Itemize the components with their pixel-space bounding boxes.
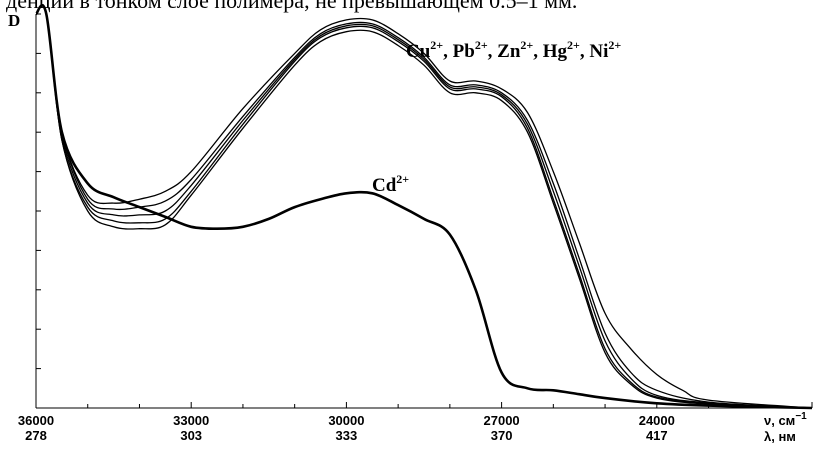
x-tick-label-lambda: 303 bbox=[180, 428, 202, 443]
spectrum-curve-1 bbox=[35, 4, 813, 409]
spectrum-curve-6 bbox=[34, 4, 813, 410]
spectrum-curve-5 bbox=[35, 4, 813, 409]
group-label: Cu2+, Pb2+, Zn2+, Hg2+, Ni2+ bbox=[406, 38, 621, 62]
x-tick-label-nu: 33000 bbox=[173, 413, 209, 428]
x-axis-label-lambda: λ, нм bbox=[764, 429, 796, 444]
x-tick-label-nu: 27000 bbox=[484, 413, 520, 428]
x-tick-label-nu: 36000 bbox=[18, 413, 54, 428]
x-tick-label-lambda: 333 bbox=[336, 428, 358, 443]
y-tick-group bbox=[36, 13, 41, 409]
spectrum-curve-2 bbox=[35, 4, 813, 409]
x-axis-label-nu: ν, см−1 bbox=[764, 411, 807, 428]
x-tick-label-nu: 30000 bbox=[328, 413, 364, 428]
x-tick-label-lambda: 417 bbox=[646, 428, 668, 443]
cd-label: Cd2+ bbox=[372, 172, 409, 196]
curves-group bbox=[34, 4, 813, 410]
x-tick-label-nu: 24000 bbox=[639, 413, 675, 428]
x-tick-label-lambda: 278 bbox=[25, 428, 47, 443]
spectrum-curve-3 bbox=[35, 4, 813, 409]
y-axis-label: D bbox=[8, 11, 20, 30]
x-tick-label-lambda: 370 bbox=[491, 428, 513, 443]
spectrum-curve-4 bbox=[35, 4, 813, 409]
header-text: денции в тонком слое полимера, не превыш… bbox=[6, 0, 578, 13]
